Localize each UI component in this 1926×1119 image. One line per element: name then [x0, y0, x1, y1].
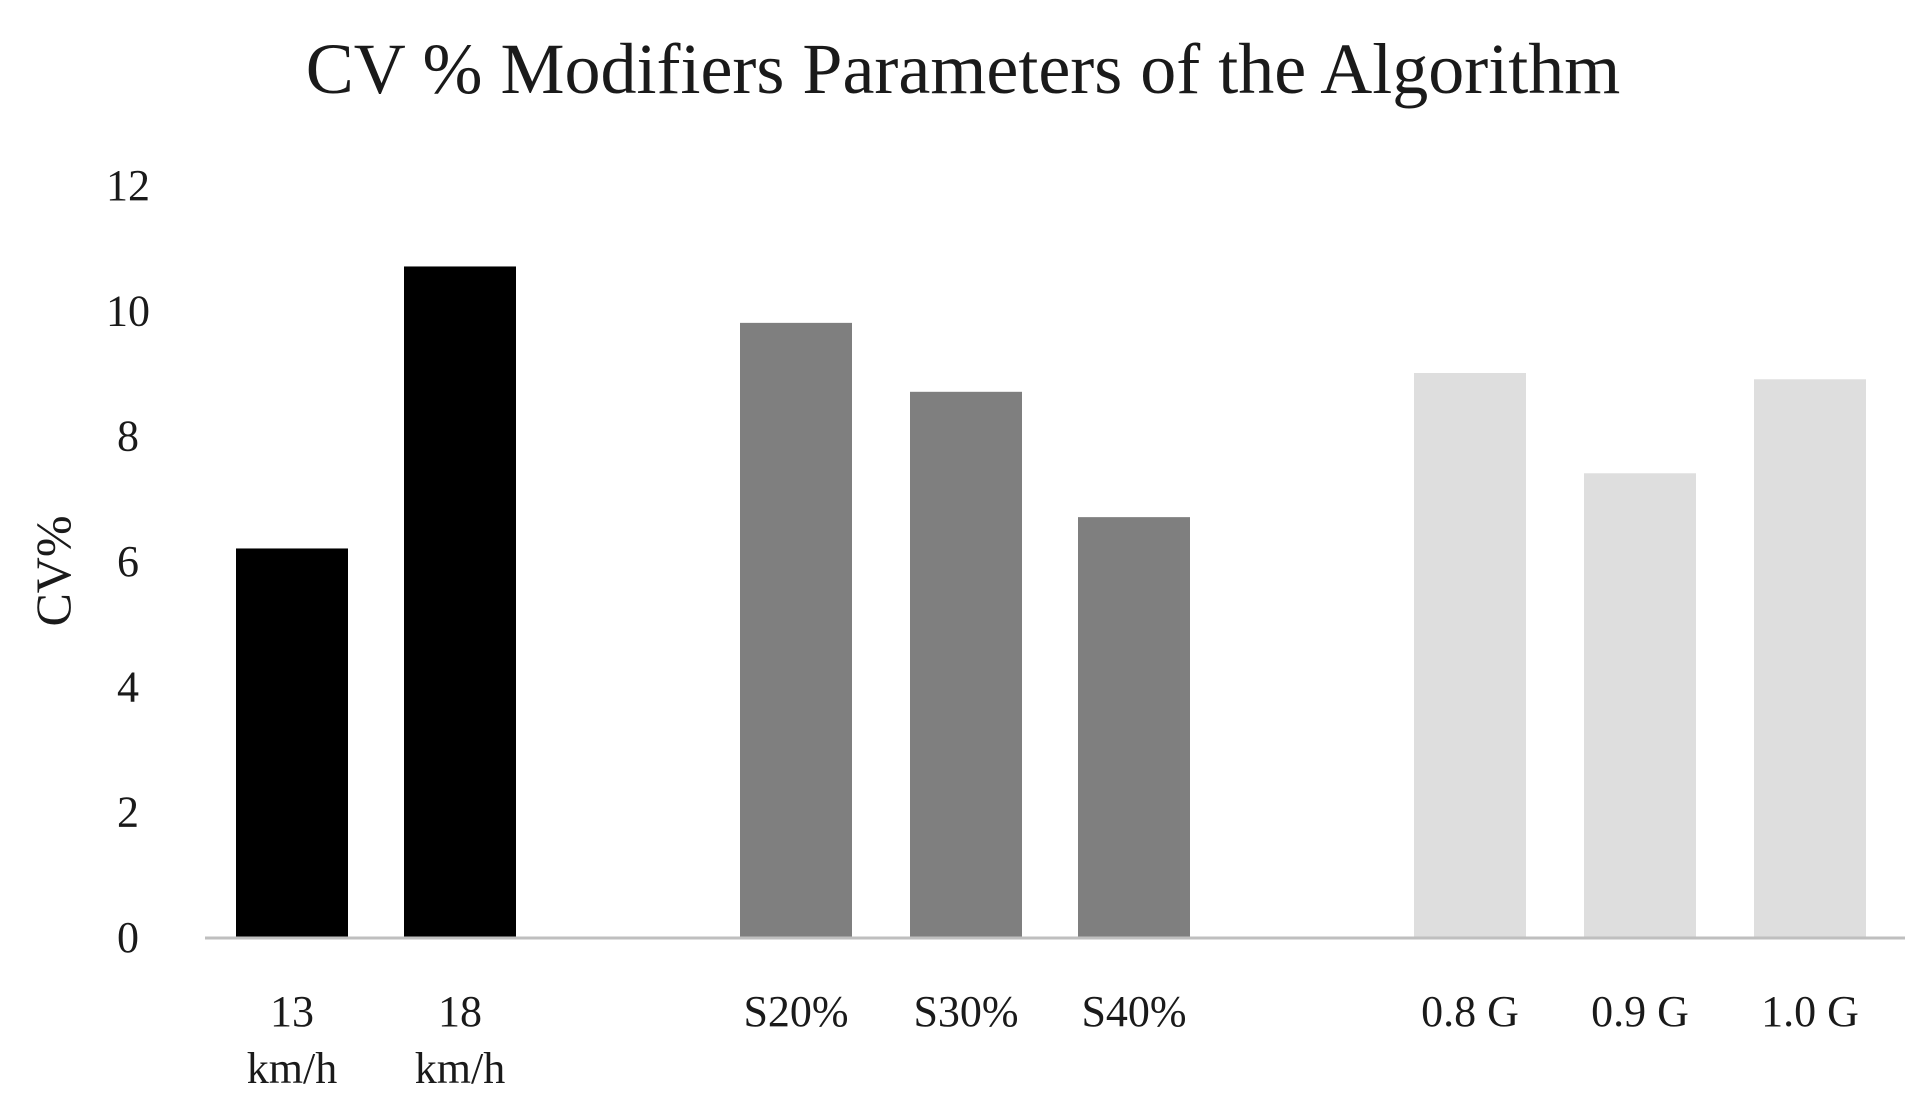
- y-tick-label: 10: [106, 286, 150, 335]
- x-category-label: km/h: [247, 1044, 337, 1093]
- x-category-label: S20%: [743, 987, 848, 1036]
- bar: [1584, 473, 1696, 937]
- y-axis-title-group: CV%: [25, 515, 81, 626]
- y-tick-label: 12: [106, 161, 150, 210]
- x-category-label: S40%: [1081, 987, 1186, 1036]
- y-axis-title: CV%: [25, 515, 81, 626]
- category-labels: 13 km/h 18 km/h S20% S30% S40% 0.8 G 0.9 G 1.0 G: [247, 987, 1859, 1093]
- x-category-label: 13: [270, 987, 314, 1036]
- bar: [1414, 373, 1526, 937]
- x-category-label: 0.9 G: [1591, 987, 1689, 1036]
- x-category-label: 0.8 G: [1421, 987, 1519, 1036]
- x-category-label: km/h: [415, 1044, 505, 1093]
- bar: [910, 391, 1022, 937]
- y-tick-label: 2: [117, 788, 139, 837]
- bar: [740, 322, 852, 937]
- x-category-label: 18: [438, 987, 482, 1036]
- bar: [404, 266, 516, 937]
- x-category-label: S30%: [913, 987, 1018, 1036]
- bars: [236, 266, 1866, 937]
- y-tick-label: 0: [117, 913, 139, 962]
- bar: [1078, 517, 1190, 937]
- bar: [1754, 379, 1866, 937]
- y-tick-label: 8: [117, 412, 139, 461]
- y-tick-label: 4: [117, 662, 139, 711]
- y-tick-label: 6: [117, 537, 139, 586]
- bar: [236, 548, 348, 937]
- y-tick-labels: 0 2 4 6 8 10 12: [106, 161, 150, 962]
- chart-title: CV % Modifiers Parameters of the Algorit…: [305, 29, 1621, 109]
- x-category-label: 1.0 G: [1761, 987, 1859, 1036]
